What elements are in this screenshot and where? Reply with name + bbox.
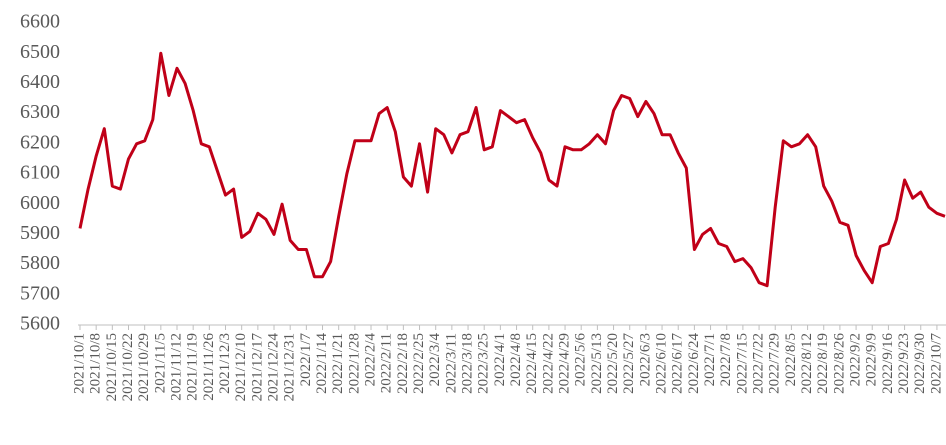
x-tick-label: 2022/9/2: [848, 333, 864, 386]
y-tick-label: 6500: [20, 41, 60, 63]
x-tick-label: 2021/10/22: [120, 333, 136, 401]
x-tick-label: 2022/9/16: [880, 333, 896, 394]
x-tick-label: 2021/10/15: [104, 333, 120, 401]
x-tick-label: 2021/10/8: [88, 333, 104, 394]
x-tick-label: 2022/5/13: [589, 333, 605, 394]
x-tick-label: 2022/7/15: [734, 333, 750, 394]
y-tick-label: 6300: [20, 101, 60, 123]
x-tick-label: 2022/9/23: [896, 333, 912, 394]
y-tick-label: 5700: [20, 282, 60, 304]
x-tick-label: 2022/7/29: [767, 333, 783, 394]
x-tick-label: 2022/8/19: [815, 333, 831, 394]
x-tick-label: 2021/10/29: [136, 333, 152, 401]
x-tick-label: 2022/3/18: [459, 333, 475, 394]
x-tick-label: 2022/5/27: [621, 333, 637, 394]
x-tick-label: 2022/9/9: [864, 333, 880, 386]
x-tick-label: 2022/6/17: [670, 333, 686, 394]
line-series: [78, 51, 946, 288]
x-tick-label: 2022/3/25: [476, 333, 492, 394]
y-tick-label: 6600: [20, 11, 60, 33]
x-tick-label: 2021/12/24: [265, 333, 281, 402]
x-tick-label: 2021/11/19: [185, 333, 201, 401]
y-tick-label: 6200: [20, 131, 60, 153]
x-tick-label: 2022/8/26: [831, 333, 847, 394]
x-tick-label: 2022/8/12: [799, 333, 815, 394]
x-tick-label: 2022/4/29: [556, 333, 572, 394]
x-tick-label: 2022/5/20: [605, 333, 621, 394]
y-tick-label: 5800: [20, 252, 60, 274]
x-tick-label: 2022/4/22: [540, 333, 556, 394]
x-tick-label: 2022/7/22: [751, 333, 767, 394]
x-tick-label: 2022/4/1: [492, 333, 508, 386]
y-tick-label: 6400: [20, 71, 60, 93]
x-tick-label: 2022/5/6: [573, 333, 589, 387]
x-tick-label: 2022/3/11: [443, 333, 459, 393]
x-tick-label: 2022/2/11: [379, 333, 395, 393]
y-tick-label: 5600: [20, 313, 60, 335]
x-tick-label: 2021/11/26: [201, 333, 217, 401]
x-tick-label: 2022/6/3: [637, 333, 653, 386]
x-tick-label: 2022/7/1: [702, 333, 718, 386]
y-tick-label: 6000: [20, 192, 60, 214]
x-tick-label: 2022/6/10: [653, 333, 669, 394]
x-tick-label: 2022/8/5: [783, 333, 799, 386]
x-tick-label: 2022/1/14: [314, 333, 330, 394]
x-tick-label: 2022/7/8: [718, 333, 734, 386]
x-tick-label: 2022/6/24: [686, 333, 702, 394]
x-tick-label: 2021/11/12: [168, 333, 184, 401]
x-tick-label: 2022/1/21: [330, 333, 346, 394]
y-tick-label: 5900: [20, 222, 60, 244]
x-tick-label: 2022/2/4: [362, 333, 378, 387]
x-tick-label: 2022/4/8: [508, 333, 524, 386]
x-tick-label: 2022/3/4: [427, 333, 443, 387]
x-tick-label: 2021/12/3: [217, 333, 233, 394]
x-tick-label: 2022/4/15: [524, 333, 540, 394]
x-tick-label: 2021/11/5: [152, 333, 168, 393]
x-tick-label: 2022/2/18: [395, 333, 411, 394]
x-tick-label: 2022/1/28: [346, 333, 362, 394]
x-tick-label: 2021/12/31: [282, 333, 298, 401]
x-tick-label: 2022/10/7: [928, 333, 944, 394]
x-tick-label: 2022/1/7: [298, 333, 314, 387]
x-tick-label: 2021/12/10: [233, 333, 249, 401]
y-tick-label: 6100: [20, 162, 60, 184]
x-tick-label: 2021/12/17: [249, 333, 265, 402]
x-tick-label: 2022/9/30: [912, 333, 928, 394]
x-tick-label: 2022/2/25: [411, 333, 427, 394]
x-tick-label: 2021/10/1: [71, 333, 87, 394]
